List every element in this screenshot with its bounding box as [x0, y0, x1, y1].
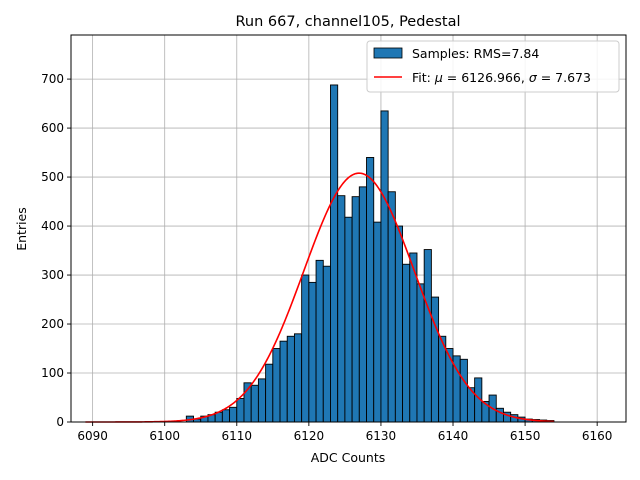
histogram-bar — [250, 384, 259, 423]
y-tick-label: 400 — [41, 219, 64, 233]
x-tick-label: 6100 — [149, 429, 180, 443]
x-tick-label: 6120 — [294, 429, 325, 443]
legend-hist-label: Samples: RMS=7.84 — [412, 46, 539, 61]
histogram-bar — [373, 221, 382, 423]
histogram-bar — [229, 406, 238, 423]
y-axis-label: Entries — [14, 207, 29, 251]
x-tick-label: 6160 — [582, 429, 613, 443]
histogram-bar — [430, 296, 440, 423]
histogram-bar — [330, 84, 339, 423]
histogram-bar — [236, 398, 245, 423]
legend-hist-swatch — [373, 47, 403, 59]
histogram-bar — [279, 340, 288, 423]
histogram-bar — [358, 186, 367, 423]
histogram-bar — [387, 191, 396, 423]
histogram-bar — [337, 195, 346, 423]
y-tick-label: 600 — [41, 121, 64, 135]
x-tick-label: 6110 — [222, 429, 253, 443]
histogram-bar — [322, 265, 331, 423]
histogram-bar — [265, 363, 274, 423]
histogram-bar — [402, 263, 411, 423]
legend-fit-label: Fit: μ = 6126.966, σ = 7.673 — [412, 70, 591, 85]
histogram-bar — [257, 378, 267, 423]
legend-box — [366, 40, 620, 93]
x-axis-label: ADC Counts — [311, 450, 386, 465]
histogram-bar — [308, 281, 317, 423]
x-axis-ticks: 6090 6100 6110 6120 6130 6140 6150 6160 — [77, 422, 612, 443]
histogram-bar — [344, 216, 353, 423]
histogram-bar — [366, 157, 375, 423]
x-tick-label: 6130 — [366, 429, 397, 443]
histogram-bar — [315, 259, 324, 423]
y-tick-label: 500 — [41, 170, 64, 184]
y-tick-label: 700 — [41, 72, 64, 86]
legend: Samples: RMS=7.84 Fit: μ = 6126.966, σ =… — [366, 40, 620, 93]
histogram-bar — [409, 252, 418, 423]
histogram-bar — [286, 335, 295, 423]
x-tick-label: 6090 — [77, 429, 108, 443]
x-tick-label: 6140 — [438, 429, 469, 443]
y-tick-label: 300 — [41, 268, 64, 282]
histogram-bar — [272, 348, 281, 423]
histogram-bar — [301, 274, 310, 423]
y-axis-ticks: 0 100 200 300 400 500 600 700 — [41, 72, 71, 429]
histogram-bar — [221, 409, 231, 423]
y-tick-label: 200 — [41, 317, 64, 331]
histogram-bar — [351, 196, 360, 423]
histogram-bar — [293, 333, 303, 423]
histogram-bars — [185, 84, 555, 423]
histogram-bar — [459, 358, 468, 423]
histogram-bar — [438, 335, 447, 423]
chart-title: Run 667, channel105, Pedestal — [235, 14, 460, 30]
histogram-bar — [416, 283, 425, 423]
y-tick-label: 100 — [41, 366, 64, 380]
y-tick-label: 0 — [56, 415, 64, 429]
x-tick-label: 6150 — [510, 429, 541, 443]
histogram-bar — [394, 225, 404, 423]
plot-frame — [70, 34, 627, 423]
histogram-bar — [423, 249, 432, 423]
histogram-bar — [380, 110, 389, 423]
